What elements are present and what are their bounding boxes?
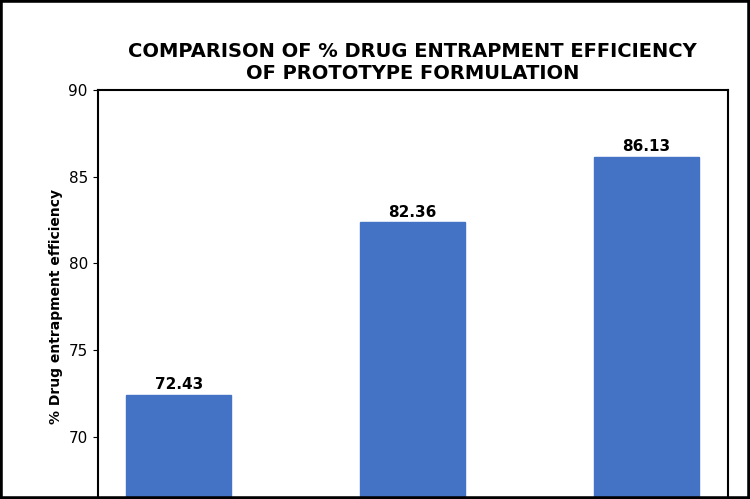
- Bar: [126, 395, 231, 499]
- Text: 82.36: 82.36: [388, 205, 436, 220]
- Y-axis label: % Drug entrapment efficiency: % Drug entrapment efficiency: [49, 190, 63, 424]
- Text: 86.13: 86.13: [622, 139, 670, 154]
- Title: COMPARISON OF % DRUG ENTRAPMENT EFFICIENCY
OF PROTOTYPE FORMULATION: COMPARISON OF % DRUG ENTRAPMENT EFFICIEN…: [128, 42, 697, 83]
- Text: 72.43: 72.43: [154, 377, 203, 392]
- Bar: [594, 157, 699, 499]
- Bar: [360, 223, 465, 499]
